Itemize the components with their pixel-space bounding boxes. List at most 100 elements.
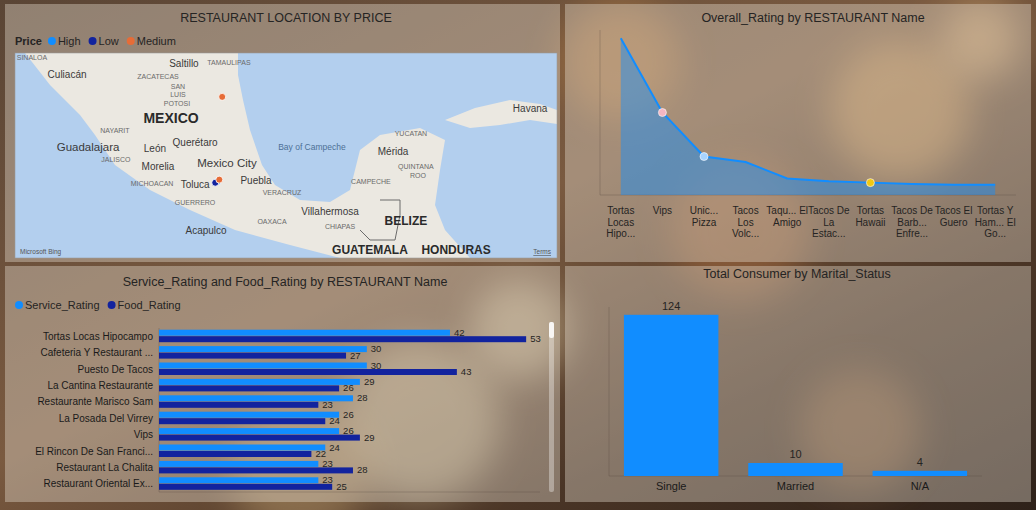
bar xyxy=(159,363,367,369)
place-label: Mérida xyxy=(378,146,409,157)
bar xyxy=(159,477,318,483)
place-label: OAXACA xyxy=(257,218,287,225)
sea xyxy=(15,53,340,258)
bar xyxy=(159,369,457,375)
y-tick-label: Restaurant La Chalita xyxy=(56,462,153,473)
x-axis-line xyxy=(159,492,540,493)
x-tick-label: TortasHawaii xyxy=(855,205,885,228)
label-line: Tortas Y xyxy=(977,205,1014,216)
data-label: 27 xyxy=(350,350,361,361)
y-tick-label: Vips xyxy=(134,429,153,440)
line-marks xyxy=(621,38,995,195)
x-tick-label: N/A xyxy=(911,480,930,492)
x-tick-label: TacosLosVolc... xyxy=(732,205,759,239)
x-tick-label: Single xyxy=(656,480,687,492)
data-label: 23 xyxy=(322,399,333,410)
label-line: Tacos xyxy=(733,205,759,216)
marker xyxy=(658,109,666,117)
data-label: 43 xyxy=(461,366,472,377)
terms: Terms xyxy=(533,248,551,255)
map-point xyxy=(219,93,226,100)
legend-swatch xyxy=(15,301,23,309)
place-label: BELIZE xyxy=(385,214,428,228)
marker xyxy=(866,179,874,187)
bar xyxy=(159,428,339,434)
place-label: Havana xyxy=(513,103,548,114)
place-label: Bay of Campeche xyxy=(278,142,346,152)
label-line: Vips xyxy=(653,205,672,216)
bar xyxy=(159,330,450,336)
data-label: 29 xyxy=(364,376,375,387)
background xyxy=(0,0,1036,510)
place-label: SINALOA xyxy=(17,54,48,61)
label-line: Locas xyxy=(607,217,634,228)
legend-swatch xyxy=(127,37,135,45)
data-label: 10 xyxy=(789,448,801,460)
label-line: Tacos De xyxy=(808,205,850,216)
data-label: 30 xyxy=(371,360,382,371)
map-point xyxy=(216,176,223,183)
chart-title: RESTAURANT LOCATION BY PRICE xyxy=(180,11,392,25)
data-label: 4 xyxy=(917,456,923,468)
bar xyxy=(159,379,360,385)
chart-title: Total Consumer by Marital_Status xyxy=(703,267,891,281)
column xyxy=(748,463,842,476)
bar-marks xyxy=(159,330,526,490)
sea xyxy=(238,53,557,258)
data-label: 30 xyxy=(371,343,382,354)
place-label: Toluca xyxy=(181,179,210,190)
label-line: Barb... xyxy=(897,217,926,228)
map-frame xyxy=(15,53,557,258)
bar xyxy=(159,461,318,467)
data-label: 124 xyxy=(662,300,680,312)
place-label: MICHOACAN xyxy=(131,180,174,187)
land xyxy=(445,100,557,128)
data-label: 23 xyxy=(322,458,333,469)
label-line: Ham... El xyxy=(975,217,1016,228)
place-label: NAYARIT xyxy=(100,127,130,134)
x-tick-label: Tortas YHam... ElGo... xyxy=(975,205,1016,239)
x-tick-label: Tacos ElGuero xyxy=(935,205,973,228)
bar xyxy=(159,418,325,424)
bar xyxy=(159,385,339,391)
bar xyxy=(159,402,318,408)
data-label: 42 xyxy=(454,327,465,338)
label-line: Volc... xyxy=(732,228,759,239)
bar xyxy=(159,346,367,352)
place-label: POTOSI xyxy=(164,100,190,107)
dashboard: RESTAURANT LOCATION BY PRICEPriceHighLow… xyxy=(0,0,1036,510)
land xyxy=(15,53,557,258)
legend-swatch xyxy=(108,301,116,309)
data-label: 26 xyxy=(343,425,354,436)
place-label: Guadalajara xyxy=(57,141,120,153)
label-line: Go... xyxy=(984,228,1006,239)
x-tick-label: TortasLocasHipo... xyxy=(606,205,635,239)
legend-label: Service_Rating xyxy=(25,299,100,311)
data-label: 29 xyxy=(364,432,375,443)
label-line: Unic... xyxy=(690,205,718,216)
y-tick-label: La Posada Del Virrey xyxy=(59,413,153,424)
label-line: Los xyxy=(738,217,754,228)
panel xyxy=(5,4,560,262)
place-label: TAMAULIPAS xyxy=(207,59,251,66)
x-tick-label: Married xyxy=(777,480,814,492)
bar xyxy=(159,435,360,441)
panel xyxy=(5,266,560,502)
panel xyxy=(565,266,1031,502)
label-line: Estac... xyxy=(812,228,845,239)
label-line: Tortas xyxy=(857,205,884,216)
bar xyxy=(159,412,339,418)
y-tick-label: La Cantina Restaurante xyxy=(47,380,153,391)
place-label: Acapulco xyxy=(185,225,227,236)
x-tick-label: Tacos DeBarb...Enfre... xyxy=(891,205,933,239)
label-line: Tacos El xyxy=(935,205,973,216)
marker xyxy=(700,153,708,161)
label-line: Tortas xyxy=(607,205,634,216)
legend-label: Food_Rating xyxy=(118,299,181,311)
label-line: Taqu... El xyxy=(766,205,808,216)
place-label: CAMPECHE xyxy=(351,178,391,185)
y-tick-label: Cafeteria Y Restaurant ... xyxy=(41,347,153,358)
map-base xyxy=(15,53,557,258)
y-tick-label: Restaurant Oriental Ex... xyxy=(44,478,154,489)
y-tick-label: Tortas Locas Hipocampo xyxy=(43,331,153,342)
